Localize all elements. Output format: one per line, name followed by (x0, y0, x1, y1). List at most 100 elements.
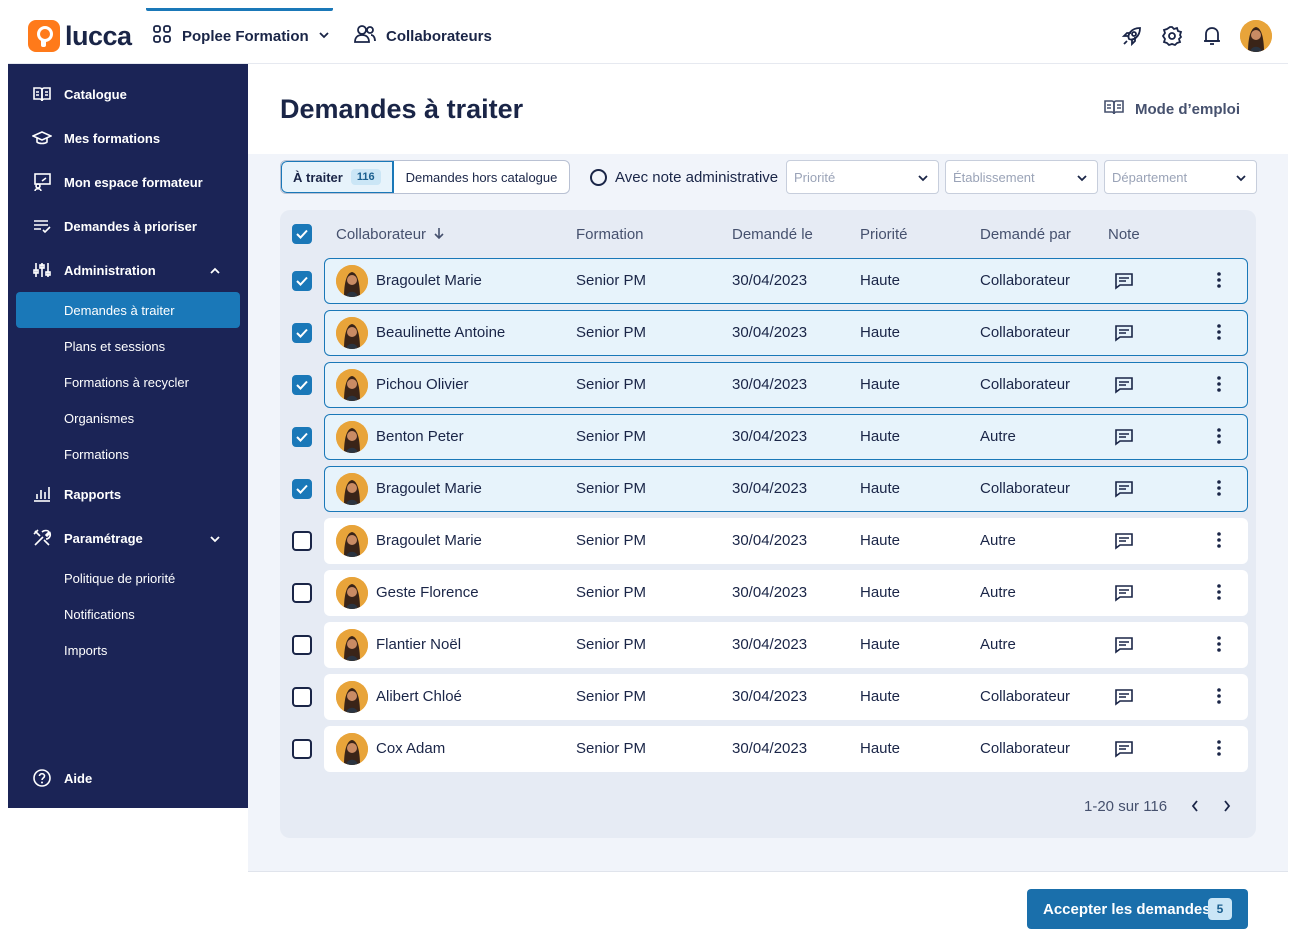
table-row[interactable]: Alibert Chloé Senior PM 30/04/2023 Haute Col… (324, 674, 1248, 720)
gear-icon[interactable] (1156, 20, 1188, 52)
cell-formation: Senior PM (576, 532, 647, 549)
tab-hors-catalogue[interactable]: Demandes hors catalogue (394, 161, 570, 193)
sidebar-sub-imports[interactable]: Imports (64, 642, 108, 658)
row-checkbox[interactable] (292, 323, 312, 343)
more-vertical-icon[interactable] (1216, 323, 1222, 346)
more-vertical-icon[interactable] (1216, 375, 1222, 398)
more-vertical-icon[interactable] (1216, 427, 1222, 450)
table-row[interactable]: Cox Adam Senior PM 30/04/2023 Haute Collabor… (324, 726, 1248, 772)
more-vertical-icon[interactable] (1216, 271, 1222, 294)
row-checkbox[interactable] (292, 635, 312, 655)
select-all-checkbox[interactable] (292, 224, 312, 244)
more-vertical-icon[interactable] (1216, 583, 1222, 606)
more-vertical-icon[interactable] (1216, 739, 1222, 762)
more-vertical-icon[interactable] (1216, 479, 1222, 502)
table-row[interactable]: Pichou Olivier Senior PM 30/04/2023 Haute Co… (324, 362, 1248, 408)
department-select[interactable]: Département (1104, 160, 1257, 194)
collaborateurs-link[interactable]: Collaborateurs (354, 8, 492, 64)
sidebar-sub-notifications[interactable]: Notifications (64, 606, 135, 622)
rocket-icon[interactable] (1116, 20, 1148, 52)
list-check-icon (32, 216, 52, 236)
note-icon[interactable] (1114, 636, 1134, 659)
priority-select[interactable]: Priorité (786, 160, 939, 194)
more-vertical-icon[interactable] (1216, 635, 1222, 658)
more-vertical-icon[interactable] (1216, 531, 1222, 554)
row-checkbox[interactable] (292, 479, 312, 499)
note-icon[interactable] (1114, 376, 1134, 399)
sidebar-sub-formations-recycler[interactable]: Formations à recycler (64, 374, 189, 390)
sidebar-item-rapports[interactable]: Rapports (16, 476, 240, 512)
tab-a-traiter[interactable]: À traiter 116 (281, 161, 394, 193)
cell-collaborateur: Pichou Olivier (376, 376, 469, 393)
note-icon[interactable] (1114, 480, 1134, 503)
cell-demande-le: 30/04/2023 (732, 428, 808, 445)
column-demande-par[interactable]: Demandé par (980, 226, 1071, 243)
sidebar-item-catalogue[interactable]: Catalogue (16, 76, 240, 112)
note-icon[interactable] (1114, 272, 1134, 295)
chevron-up-icon (210, 264, 220, 279)
table-row[interactable]: Bragoulet Marie Senior PM 30/04/2023 Haute A… (324, 518, 1248, 564)
table-row[interactable]: Beaulinette Antoine Senior PM 30/04/2023 Ha… (324, 310, 1248, 356)
column-demande-le[interactable]: Demandé le (732, 226, 813, 243)
table-row[interactable]: Benton Peter Senior PM 30/04/2023 Haute Autr… (324, 414, 1248, 460)
sidebar-item-demandes-prioriser[interactable]: Demandes à prioriser (16, 208, 240, 244)
tools-icon (32, 528, 52, 548)
avatar (336, 733, 368, 765)
cell-formation: Senior PM (576, 428, 647, 445)
segmented-tabs: À traiter 116 Demandes hors catalogue (280, 160, 571, 194)
sidebar-item-aide[interactable]: Aide (16, 760, 240, 796)
cell-demande-le: 30/04/2023 (732, 532, 808, 549)
row-checkbox[interactable] (292, 687, 312, 707)
bell-icon[interactable] (1196, 20, 1228, 52)
accept-requests-button[interactable]: Accepter les demandes 5 (1027, 889, 1248, 929)
table-row[interactable]: Bragoulet Marie Senior PM 30/04/2023 Haute C… (324, 258, 1248, 304)
cell-formation: Senior PM (576, 584, 647, 601)
table-row[interactable]: Geste Florence Senior PM 30/04/2023 Haute Au… (324, 570, 1248, 616)
department-placeholder: Département (1112, 169, 1188, 185)
sliders-icon (32, 260, 52, 280)
avatar (336, 473, 368, 505)
row-checkbox[interactable] (292, 531, 312, 551)
cell-collaborateur: Flantier Noël (376, 636, 462, 653)
row-checkbox[interactable] (292, 375, 312, 395)
note-icon[interactable] (1114, 584, 1134, 607)
chevron-right-icon[interactable] (1223, 799, 1231, 815)
radio-checkbox[interactable] (590, 168, 607, 186)
sidebar-sub-politique-priorite[interactable]: Politique de priorité (64, 570, 176, 586)
help-link-label: Mode d’emploi (1135, 100, 1240, 118)
column-formation[interactable]: Formation (576, 226, 644, 243)
sidebar-item-administration[interactable]: Administration (16, 252, 240, 288)
row-checkbox[interactable] (292, 583, 312, 603)
establishment-select[interactable]: Établissement (945, 160, 1098, 194)
table-row[interactable]: Flantier Noël Senior PM 30/04/2023 Haute Aut… (324, 622, 1248, 668)
column-priorite[interactable]: Priorité (860, 226, 908, 243)
avatar[interactable] (1240, 20, 1272, 52)
sidebar-item-mes-formations[interactable]: Mes formations (16, 120, 240, 156)
help-link[interactable]: Mode d’emploi (1103, 98, 1240, 120)
cell-demande-par: Autre (980, 428, 1016, 445)
note-icon[interactable] (1114, 532, 1134, 555)
column-collaborateur[interactable]: Collaborateur (336, 226, 444, 243)
cell-demande-le: 30/04/2023 (732, 584, 808, 601)
note-icon[interactable] (1114, 740, 1134, 763)
cell-demande-par: Collaborateur (980, 480, 1071, 497)
sidebar-item-espace-formateur[interactable]: Mon espace formateur (16, 164, 240, 200)
sidebar-sub-organismes[interactable]: Organismes (64, 410, 135, 426)
note-icon[interactable] (1114, 428, 1134, 451)
chevron-left-icon[interactable] (1191, 799, 1199, 815)
note-icon[interactable] (1114, 324, 1134, 347)
row-checkbox[interactable] (292, 427, 312, 447)
lucca-logo[interactable]: lucca (28, 20, 132, 52)
cell-priorite: Haute (860, 636, 901, 653)
sidebar-sub-formations[interactable]: Formations (64, 446, 130, 462)
note-icon[interactable] (1114, 688, 1134, 711)
row-checkbox[interactable] (292, 739, 312, 759)
app-switcher[interactable]: Poplee Formation (146, 8, 333, 64)
more-vertical-icon[interactable] (1216, 687, 1222, 710)
table-row[interactable]: Bragoulet Marie Senior PM 30/04/2023 Haute C… (324, 466, 1248, 512)
note-admin-filter[interactable]: Avec note administrative (590, 160, 778, 194)
sidebar-item-parametrage[interactable]: Paramétrage (16, 520, 240, 556)
sidebar-sub-demandes-traiter[interactable]: Demandes à traiter (16, 292, 240, 328)
row-checkbox[interactable] (292, 271, 312, 291)
sidebar-sub-plans-sessions[interactable]: Plans et sessions (64, 338, 166, 354)
